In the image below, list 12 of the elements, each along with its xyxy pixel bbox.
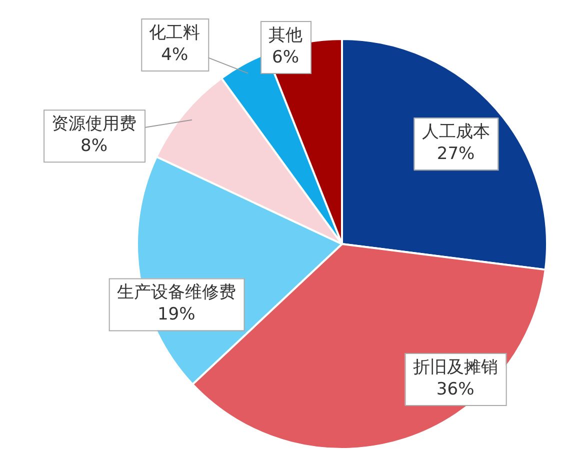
data-label: 19% — [157, 304, 196, 325]
data-label: 27% — [436, 144, 475, 164]
slice-label: 人工成本 — [422, 122, 490, 142]
slice-label: 资源使用费 — [52, 114, 137, 134]
slice-label: 化工料 — [149, 22, 200, 43]
data-label: 4% — [161, 44, 188, 65]
slice-label: 其他 — [268, 25, 302, 46]
data-label: 36% — [436, 379, 474, 400]
data-label: 8% — [80, 136, 108, 156]
data-label: 6% — [272, 47, 299, 68]
slice-label: 生产设备维修费 — [116, 282, 236, 303]
slice-label: 折旧及摊销 — [412, 357, 498, 378]
